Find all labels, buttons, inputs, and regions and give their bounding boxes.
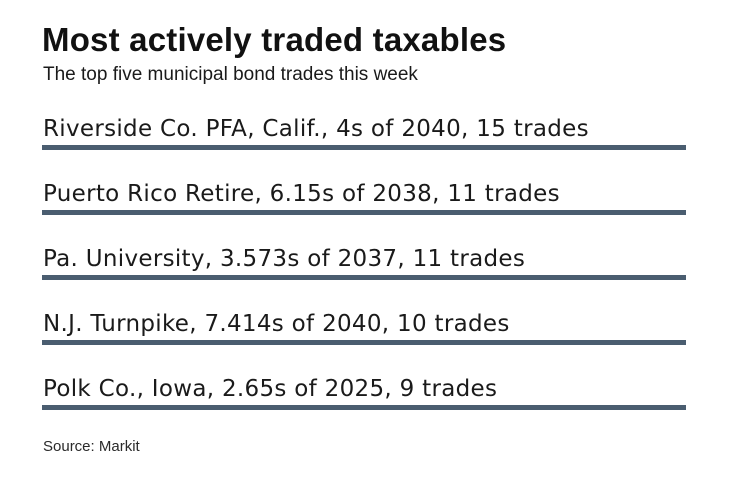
trade-row-divider (42, 405, 686, 410)
chart-subtitle: The top five municipal bond trades this … (43, 64, 418, 85)
trade-row-label: Puerto Rico Retire, 6.15s of 2038, 11 tr… (43, 181, 560, 207)
trade-row-label: Riverside Co. PFA, Calif., 4s of 2040, 1… (43, 116, 589, 142)
trade-row: N.J. Turnpike, 7.414s of 2040, 10 trades (42, 305, 686, 370)
trade-row: Puerto Rico Retire, 6.15s of 2038, 11 tr… (42, 175, 686, 240)
trade-row-divider (42, 340, 686, 345)
trade-row-label: N.J. Turnpike, 7.414s of 2040, 10 trades (43, 311, 510, 337)
trade-row-label: Polk Co., Iowa, 2.65s of 2025, 9 trades (43, 376, 498, 402)
trade-row-label: Pa. University, 3.573s of 2037, 11 trade… (43, 246, 526, 272)
source-note: Source: Markit (43, 438, 140, 455)
trade-row: Riverside Co. PFA, Calif., 4s of 2040, 1… (42, 110, 686, 175)
trade-row-divider (42, 145, 686, 150)
trade-row: Pa. University, 3.573s of 2037, 11 trade… (42, 240, 686, 305)
trades-list: Riverside Co. PFA, Calif., 4s of 2040, 1… (42, 110, 686, 435)
trade-row-divider (42, 275, 686, 280)
trade-row-divider (42, 210, 686, 215)
chart-title: Most actively traded taxables (42, 21, 507, 58)
trade-row: Polk Co., Iowa, 2.65s of 2025, 9 trades (42, 370, 686, 435)
